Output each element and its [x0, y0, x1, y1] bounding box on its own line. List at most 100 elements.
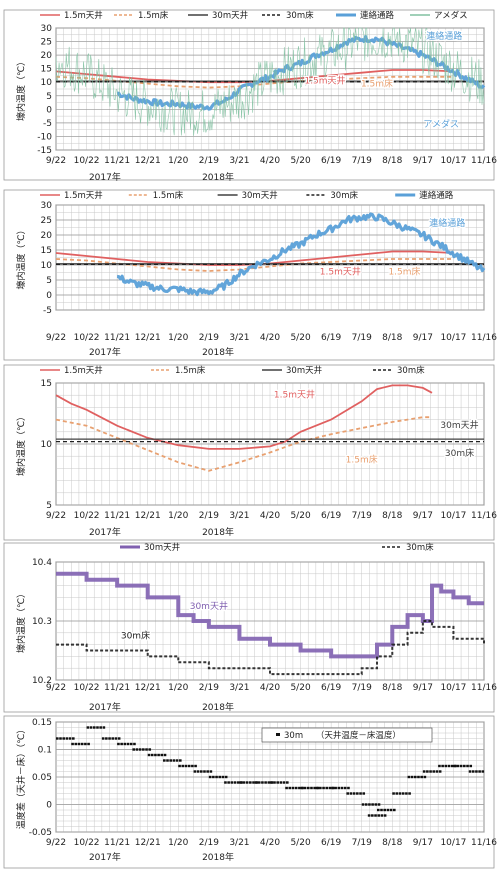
x-tick-label: 2/19: [199, 333, 219, 343]
series-line-1: [55, 416, 432, 472]
data-point: [371, 803, 374, 806]
x-tick-label: 2/19: [199, 838, 219, 848]
data-point: [377, 808, 380, 812]
x-tick-label: 10/17: [440, 333, 466, 343]
annotation-label: 30m床: [445, 447, 474, 459]
data-point: [224, 775, 228, 779]
y-tick-label: -5: [43, 119, 52, 129]
data-point: [432, 770, 436, 773]
data-point: [286, 781, 289, 784]
annotation-label: 1.5m天井: [320, 266, 361, 278]
annotation-label: 30m天井: [440, 419, 478, 431]
data-point: [413, 775, 417, 779]
annotation-label: 1.5m床: [346, 453, 378, 465]
x-tick-label: 10/22: [74, 683, 100, 693]
data-point: [257, 781, 261, 784]
data-point: [87, 742, 90, 746]
data-point: [145, 748, 148, 751]
x-tick-label: 9/17: [413, 156, 433, 166]
data-point: [212, 775, 215, 779]
data-point: [478, 770, 481, 773]
series-line-amedas: [55, 27, 485, 136]
series-step-1: [56, 620, 485, 676]
data-point: [438, 764, 441, 768]
data-point: [160, 753, 164, 757]
data-point: [193, 770, 197, 773]
data-point: [86, 726, 90, 729]
annotation-label: 1.5m床: [388, 266, 420, 278]
legend-label: 連絡通路: [419, 190, 454, 201]
x-tick-label: 7/19: [352, 838, 372, 848]
x-tick-label: 6/19: [321, 156, 341, 166]
data-point: [377, 803, 381, 806]
legend-label: 30m （天井温度－床温度）: [284, 730, 401, 741]
x-tick-label: 2/19: [199, 683, 219, 693]
data-point: [242, 781, 246, 784]
data-point: [65, 737, 69, 740]
data-point: [208, 775, 212, 779]
legend-label: 30m床: [330, 190, 358, 201]
chart-panel-3: 5 10 15 9/22 10/22 11/21 12/21 1/20 2/19 3/21 4/20…: [3, 364, 497, 541]
data-point: [279, 781, 283, 784]
data-point: [337, 786, 341, 790]
data-point: [74, 742, 78, 746]
data-point: [294, 786, 298, 790]
y-tick-label: 30: [41, 24, 53, 34]
data-point: [475, 770, 478, 773]
data-point: [313, 786, 316, 790]
x-tick-label: 8/18: [382, 333, 402, 343]
y-tick-label: 10.2: [32, 676, 52, 686]
y-tick-label: 10.3: [32, 617, 52, 627]
data-point: [221, 775, 225, 779]
x-tick-label: 5/20: [290, 838, 310, 848]
legend-label: 1.5m天井: [64, 365, 103, 376]
data-point: [163, 759, 166, 762]
data-point: [374, 803, 378, 806]
x-tick-label: 5/20: [290, 156, 310, 166]
data-point: [368, 803, 371, 806]
data-point: [276, 781, 279, 784]
x-tick-label: 9/17: [413, 683, 433, 693]
series-step-0: [56, 571, 484, 659]
data-point: [420, 775, 423, 779]
y-tick-label: -15: [37, 146, 52, 156]
data-point: [111, 737, 115, 740]
legend-label: 30m天井: [212, 10, 248, 21]
x-tick-label: 12/21: [135, 838, 161, 848]
data-point: [102, 726, 106, 729]
x-tick-label: 5/20: [290, 511, 310, 521]
data-point: [298, 786, 301, 790]
data-point: [393, 808, 396, 812]
x-tick-label: 3/21: [229, 156, 249, 166]
x-tick-label: 12/21: [135, 511, 161, 521]
data-point: [163, 753, 167, 757]
y-tick-label: 5: [46, 501, 52, 511]
x-tick-label: 4/20: [260, 683, 280, 693]
x-tick-label: 7/19: [352, 333, 372, 343]
data-point: [199, 770, 203, 773]
data-point: [56, 737, 59, 740]
legend-label: 連絡通路: [360, 10, 395, 21]
data-point: [285, 786, 288, 790]
y-tick-label: 10: [41, 261, 53, 271]
panel-frame: [3, 542, 495, 713]
data-point: [447, 764, 451, 768]
x-tick-label: 9/22: [46, 511, 66, 521]
legend-label: 30m天井: [286, 365, 322, 376]
data-point: [77, 742, 81, 746]
x-tick-label: 10/17: [440, 838, 466, 848]
panel-frame: [3, 715, 495, 869]
chart-panel-2: -5 0 5 10 15 20 25 30 9/22 10/22 11/21 12/21 1/20 2/1…: [3, 189, 497, 361]
data-point: [239, 781, 243, 784]
y-tick-label: 0.1: [38, 746, 52, 756]
data-point: [380, 814, 384, 817]
data-point: [426, 770, 429, 773]
data-point: [374, 814, 377, 817]
data-point: [367, 814, 371, 817]
x-tick-label: 8/18: [382, 683, 402, 693]
data-point: [169, 759, 172, 762]
data-point: [245, 781, 249, 784]
data-point: [438, 770, 442, 773]
x-tick-label: 4/20: [260, 838, 280, 848]
data-point: [407, 775, 411, 779]
